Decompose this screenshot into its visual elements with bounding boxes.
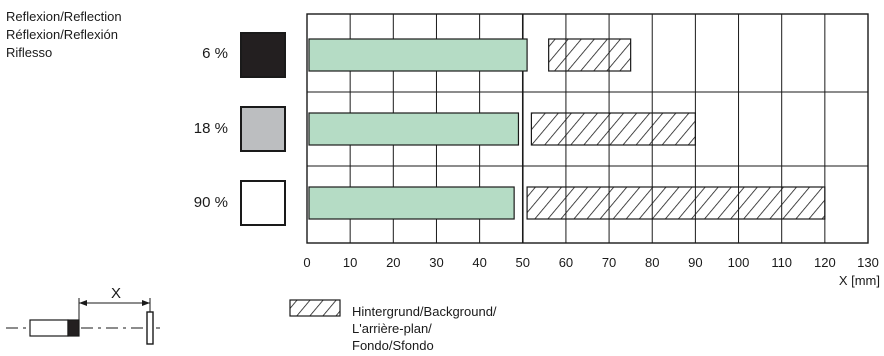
x-tick-label-30: 30 [429,255,443,270]
legend-title-line-2: Réflexion/Reflexión [6,27,119,42]
sensing-range-bar-2 [308,112,520,146]
x-tick-label-40: 40 [472,255,486,270]
x-tick-label-20: 20 [386,255,400,270]
reflectance-label-90: 90 % [193,194,228,211]
legend-title-line-3: Riflesso [6,45,53,60]
legend-hatch-swatch [289,299,341,317]
x-tick-label-100: 100 [728,255,750,270]
sensor-lens [67,319,80,337]
reflectance-swatch-18 [240,106,286,152]
background-range-bar-2 [530,112,696,146]
background-range-bar-1 [548,38,632,72]
x-axis-title: X [mm] [839,273,880,288]
sensor-body [29,319,69,337]
x-tick-label-120: 120 [814,255,836,270]
x-tick-label-60: 60 [559,255,573,270]
plot-frame [306,13,869,244]
x-tick-label-130: 130 [857,255,879,270]
reflector-target [146,311,154,345]
x-tick-label-0: 0 [303,255,310,270]
x-tick-label-110: 110 [771,255,792,270]
dimension-arrow-right [142,300,150,306]
reflectance-swatch-90 [240,180,286,226]
x-tick-label-50: 50 [516,255,530,270]
reflectance-label-6: 6 % [202,45,228,62]
legend-text-line-3: Fondo/Sfondo [352,338,434,353]
legend-text-line-2: L'arrière-plan/ [352,321,432,336]
x-tick-label-10: 10 [343,255,357,270]
legend-text-line-1: Hintergrund/Background/ [352,304,497,319]
distance-x-label: X [111,285,121,302]
x-tick-label-70: 70 [602,255,616,270]
dimension-arrow-left [79,300,87,306]
sensor-distance-diagram: X [6,285,160,345]
x-tick-label-90: 90 [688,255,702,270]
legend-title-line-1: Reflexion/Reflection [6,9,122,24]
sensing-range-bar-1 [308,38,528,72]
x-tick-label-80: 80 [645,255,659,270]
sensing-range-bar-3 [308,186,515,220]
background-range-bar-3 [526,186,826,220]
reflectance-swatch-6 [240,32,286,78]
reflectance-label-18: 18 % [193,120,228,137]
